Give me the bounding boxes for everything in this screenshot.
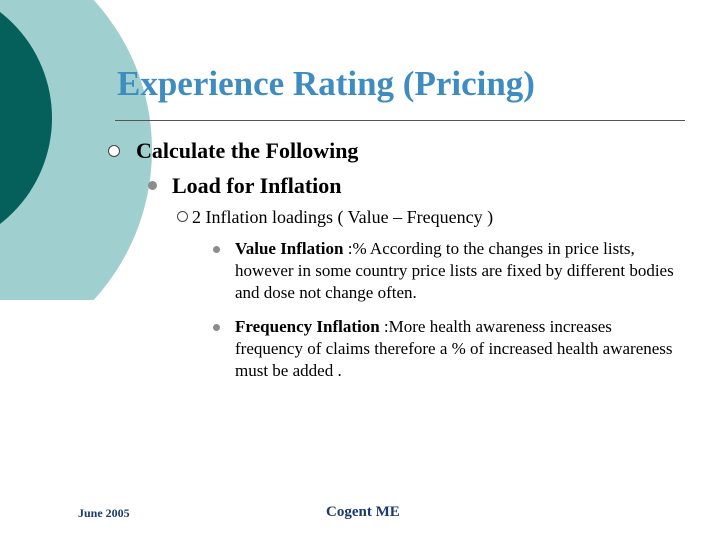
bullet-description: :% According to the changes in price lis…: [235, 239, 674, 302]
slide-title: Experience Rating (Pricing): [117, 64, 535, 103]
bullet-text: Value Inflation :% According to the chan…: [235, 238, 684, 304]
title-divider: [115, 120, 685, 121]
bullet-level-1: Calculate the Following: [108, 138, 358, 164]
hollow-circle-bullet-icon: [108, 144, 120, 157]
level-2-text: Load for Inflation: [172, 173, 342, 198]
filled-circle-bullet-icon: [213, 246, 220, 253]
bullet-level-2: Load for Inflation: [148, 173, 342, 199]
bullet-text: Frequency Inflation :More health awarene…: [235, 316, 684, 382]
level-1-text: Calculate the Following: [136, 138, 359, 163]
footer-company: Cogent ME: [326, 504, 400, 520]
bullet-term: Frequency Inflation: [235, 317, 380, 336]
filled-circle-bullet-icon: [213, 324, 220, 331]
dark-teal-circle: [0, 12, 52, 224]
bullet-level-3: 2 Inflation loadings ( Value – Frequency…: [177, 207, 493, 228]
footer-date: June 2005: [78, 506, 130, 520]
level-3-text: 2 Inflation loadings ( Value – Frequency…: [192, 207, 494, 227]
bullet-value-inflation: Value Inflation :% According to the chan…: [212, 238, 684, 304]
bullet-description: :More health awareness increases frequen…: [235, 317, 673, 380]
hollow-circle-bullet-icon: [177, 211, 188, 223]
filled-circle-bullet-icon: [148, 181, 157, 191]
bullet-frequency-inflation: Frequency Inflation :More health awarene…: [212, 316, 684, 382]
decorative-circles: [0, 0, 152, 300]
bullet-term: Value Inflation: [235, 239, 344, 258]
